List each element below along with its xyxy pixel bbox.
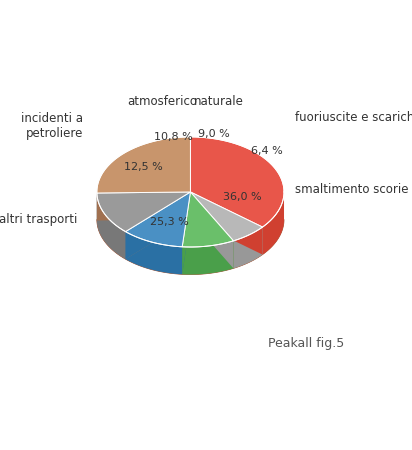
Polygon shape	[126, 192, 190, 259]
Polygon shape	[126, 192, 190, 247]
Polygon shape	[182, 192, 190, 274]
Polygon shape	[190, 192, 234, 268]
Text: incidenti a
petroliere: incidenti a petroliere	[21, 112, 83, 140]
Polygon shape	[190, 192, 262, 255]
Polygon shape	[190, 192, 262, 241]
Polygon shape	[262, 192, 284, 255]
Text: 9,0 %: 9,0 %	[198, 129, 230, 139]
Polygon shape	[97, 220, 284, 274]
Polygon shape	[97, 192, 190, 220]
Polygon shape	[182, 241, 234, 274]
Text: 36,0 %: 36,0 %	[222, 193, 261, 202]
Text: 10,8 %: 10,8 %	[154, 132, 193, 142]
Text: smaltimento scorie: smaltimento scorie	[295, 183, 409, 196]
Polygon shape	[234, 227, 262, 268]
Polygon shape	[190, 137, 284, 227]
Polygon shape	[182, 192, 234, 247]
Text: Peakall fig.5: Peakall fig.5	[268, 337, 344, 350]
Polygon shape	[97, 192, 190, 232]
Text: atmosferico: atmosferico	[127, 94, 197, 108]
Text: naturale: naturale	[194, 94, 243, 108]
Polygon shape	[190, 192, 262, 255]
Polygon shape	[182, 192, 190, 274]
Polygon shape	[190, 192, 234, 268]
Polygon shape	[126, 192, 190, 259]
Text: 6,4 %: 6,4 %	[251, 146, 283, 156]
Polygon shape	[97, 193, 126, 259]
Text: 12,5 %: 12,5 %	[124, 162, 163, 172]
Text: altri trasporti: altri trasporti	[0, 213, 77, 226]
Polygon shape	[97, 192, 190, 220]
Polygon shape	[126, 232, 182, 274]
Text: 25,3 %: 25,3 %	[150, 217, 189, 227]
Text: fuoriuscite e scarichi: fuoriuscite e scarichi	[295, 111, 412, 124]
Polygon shape	[97, 137, 190, 193]
